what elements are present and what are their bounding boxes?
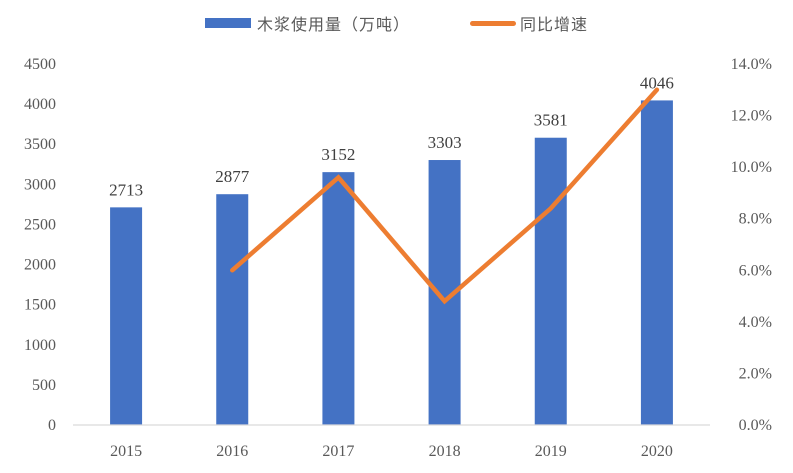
left-axis-tick-label: 4500 <box>24 56 56 73</box>
bar-2019 <box>534 137 567 425</box>
left-axis-tick-label: 1000 <box>24 337 56 354</box>
left-axis-tick-label: 2000 <box>24 257 56 274</box>
bar-data-label: 4046 <box>640 73 674 92</box>
left-axis-tick-label: 3500 <box>24 136 56 153</box>
left-axis-tick-label: 500 <box>32 377 56 394</box>
right-axis-tick-label: 2.0% <box>739 365 772 382</box>
x-axis-tick-label: 2019 <box>535 443 567 460</box>
x-axis-tick-label: 2018 <box>429 443 461 460</box>
right-axis-tick-label: 4.0% <box>739 314 772 331</box>
bar-data-label: 3581 <box>534 111 568 130</box>
legend-label-yoy-growth: 同比增速 <box>520 15 589 34</box>
right-axis-tick-label: 0.0% <box>739 417 772 434</box>
x-axis-tick-label: 2017 <box>322 443 354 460</box>
right-axis-tick-label: 8.0% <box>739 211 772 228</box>
legend-item-yoy-growth: 同比增速 <box>470 10 588 36</box>
left-axis-tick-label: 0 <box>48 417 56 434</box>
legend-line-swatch-icon <box>470 20 516 26</box>
left-axis-tick-label: 2500 <box>24 216 56 233</box>
bar-2015 <box>110 207 143 425</box>
chart-legend: 木浆使用量（万吨） 同比增速 <box>0 10 793 36</box>
right-axis-tick-label: 10.0% <box>731 159 772 176</box>
bar-data-label: 3303 <box>428 133 462 152</box>
right-axis-tick-label: 6.0% <box>739 262 772 279</box>
bar-2017 <box>322 172 355 425</box>
right-axis-tick-label: 14.0% <box>731 56 772 73</box>
bar-2020 <box>640 100 673 425</box>
x-axis-tick-label: 2015 <box>110 443 142 460</box>
legend-bar-swatch-icon <box>205 18 251 28</box>
left-axis-tick-label: 1500 <box>24 297 56 314</box>
legend-label-pulp-usage: 木浆使用量（万吨） <box>257 15 411 34</box>
bar-data-label: 2877 <box>215 167 250 186</box>
left-axis-tick-label: 4000 <box>24 96 56 113</box>
x-axis-tick-label: 2020 <box>641 443 673 460</box>
right-axis-tick-label: 12.0% <box>731 108 772 125</box>
bar-data-label: 3152 <box>321 145 355 164</box>
yoy-growth-line <box>230 87 660 305</box>
left-axis-tick-label: 3000 <box>24 176 56 193</box>
bar-data-label: 2713 <box>109 180 143 199</box>
x-axis-tick-label: 2016 <box>216 443 248 460</box>
bar-2016 <box>216 194 249 425</box>
legend-item-pulp-usage: 木浆使用量（万吨） <box>205 10 410 36</box>
